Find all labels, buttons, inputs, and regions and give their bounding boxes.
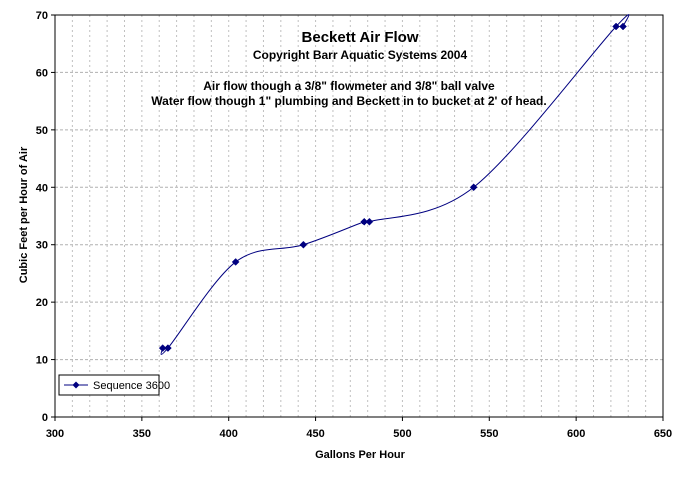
y-tick-label: 40	[36, 182, 48, 194]
y-axis-ticks: 0 10 20 30 40 50 60 70	[36, 10, 55, 424]
legend-label: Sequence 3600	[93, 380, 170, 392]
x-tick-label: 400	[220, 428, 238, 440]
y-axis-label: Cubic Feet per Hour of Air	[18, 146, 30, 283]
x-axis-ticks: 300 350 400 450 500 550 600 650	[46, 417, 672, 440]
x-tick-label: 550	[480, 428, 498, 440]
y-tick-label: 60	[36, 67, 48, 79]
y-tick-label: 10	[36, 355, 48, 367]
x-tick-label: 350	[133, 428, 151, 440]
y-tick-label: 30	[36, 240, 48, 252]
y-tick-label: 70	[36, 10, 48, 22]
chart-title: Beckett Air Flow	[302, 29, 419, 46]
y-tick-label: 20	[36, 297, 48, 309]
series-group	[158, 14, 630, 355]
data-point-marker	[231, 258, 240, 266]
x-axis-label: Gallons Per Hour	[315, 449, 406, 461]
plot-area-frame	[54, 14, 664, 418]
legend-marker	[72, 381, 80, 389]
legend: Sequence 3600	[58, 374, 170, 396]
x-tick-label: 300	[46, 428, 64, 440]
x-tick-label: 650	[654, 428, 672, 440]
chart-subtitle: Copyright Barr Aquatic Systems 2004	[253, 48, 468, 62]
data-point-marker	[299, 240, 308, 249]
x-tick-label: 600	[567, 428, 585, 440]
x-tick-label: 450	[306, 428, 324, 440]
chart-annotation-2: Water flow though 1" plumbing and Becket…	[151, 94, 546, 108]
data-point-marker	[360, 217, 369, 226]
chart-annotation-1: Air flow though a 3/8" flowmeter and 3/8…	[203, 79, 495, 93]
y-tick-label: 0	[42, 412, 48, 424]
data-point-marker	[164, 344, 172, 352]
data-point-marker	[619, 22, 627, 31]
data-point-marker	[158, 344, 167, 352]
data-point-marker	[365, 217, 374, 226]
y-tick-label: 50	[36, 125, 48, 137]
grid-lines	[55, 15, 663, 417]
legend-box	[58, 374, 160, 396]
x-tick-label: 500	[393, 428, 411, 440]
data-point-marker	[612, 22, 620, 31]
data-point-marker	[469, 183, 478, 192]
